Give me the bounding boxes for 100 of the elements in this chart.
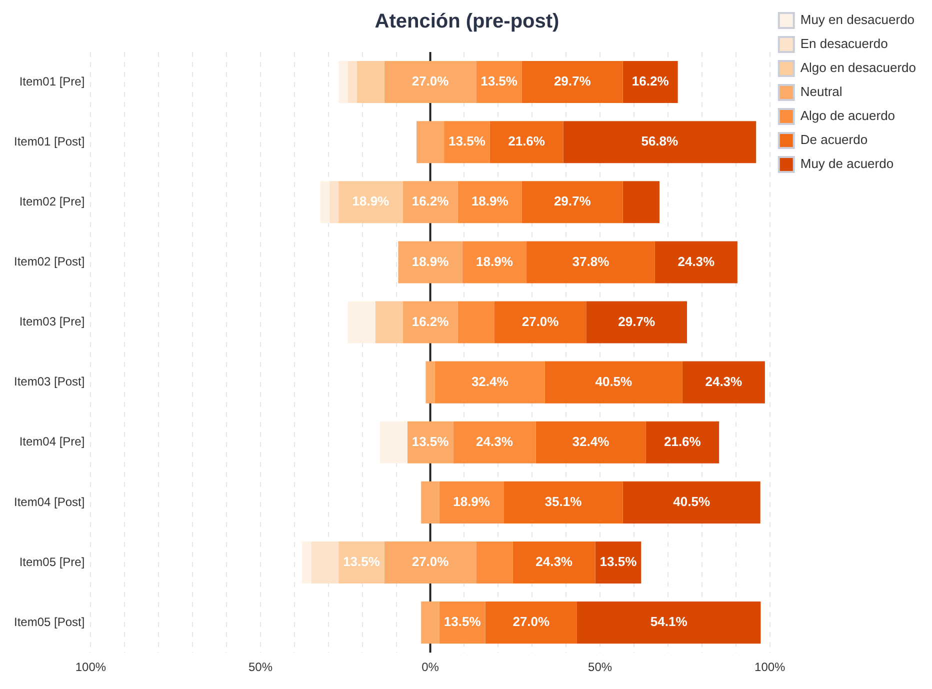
- bar: [348, 61, 357, 104]
- data-label: 18.9%: [453, 494, 490, 510]
- data-label: 13.5%: [600, 554, 638, 570]
- data-label: 13.5%: [480, 74, 518, 89]
- data-label: 27.0%: [512, 614, 550, 630]
- bar: [311, 541, 339, 584]
- bar: [476, 541, 513, 584]
- chart-title: Atención (pre-post): [374, 10, 560, 33]
- bar: [622, 481, 760, 524]
- data-label: 13.5%: [343, 554, 380, 570]
- y-tick-label: Item01 [Post]: [14, 134, 85, 148]
- bar: [622, 181, 660, 224]
- bar: [416, 121, 444, 164]
- data-label: 32.4%: [471, 374, 509, 389]
- bar: [544, 361, 682, 404]
- y-tick-label: Item05 [Post]: [14, 614, 85, 629]
- bar: [586, 301, 687, 344]
- bar: [476, 61, 522, 104]
- bar: [338, 181, 403, 224]
- data-label: 24.3%: [536, 554, 573, 570]
- bar: [398, 241, 462, 284]
- data-label: 21.6%: [664, 434, 702, 449]
- data-label: 18.9%: [476, 254, 514, 269]
- data-label: 54.1%: [650, 614, 688, 630]
- bar: [453, 421, 536, 464]
- data-label: 24.3%: [678, 254, 716, 269]
- data-label: 27.0%: [522, 314, 560, 329]
- bar: [595, 541, 642, 584]
- bar: [302, 541, 312, 584]
- data-label: 21.6%: [508, 134, 546, 149]
- data-label: 16.2%: [412, 314, 450, 329]
- x-tick-label: 0%: [422, 660, 440, 674]
- bar: [504, 481, 623, 524]
- bar: [458, 301, 494, 344]
- legend-label: Muy en desacuerdo: [800, 12, 915, 28]
- bar: [384, 541, 476, 584]
- bar: [563, 121, 756, 164]
- bar: [522, 181, 623, 224]
- data-label: 29.7%: [554, 194, 592, 209]
- bar: [439, 602, 486, 644]
- data-label: 24.3%: [476, 434, 514, 449]
- data-label: 13.5%: [444, 614, 482, 630]
- data-label: 29.7%: [618, 314, 656, 329]
- bar: [402, 301, 458, 344]
- data-label: 16.2%: [632, 74, 670, 89]
- bar: [522, 61, 623, 104]
- bar: [646, 421, 720, 464]
- bar: [458, 181, 522, 224]
- legend-label: Algo de acuerdo: [800, 108, 896, 124]
- bar: [329, 181, 339, 224]
- data-label: 40.5%: [595, 374, 633, 389]
- data-label: 37.8%: [572, 254, 610, 269]
- bar: [384, 61, 476, 104]
- data-label: 24.3%: [705, 374, 743, 389]
- y-tick-label: Item04 [Pre]: [19, 434, 85, 449]
- data-label: 13.5%: [448, 134, 486, 149]
- bar: [439, 481, 504, 524]
- data-label: 18.9%: [352, 194, 390, 209]
- data-label: 16.2%: [412, 194, 450, 209]
- bar: [380, 421, 408, 464]
- data-label: 29.7%: [554, 74, 592, 89]
- data-label: 27.0%: [412, 74, 450, 89]
- y-tick-label: Item02 [Post]: [14, 254, 85, 269]
- bar: [485, 602, 577, 644]
- bar: [622, 61, 678, 104]
- x-tick-label: 50%: [588, 660, 612, 674]
- bar: [402, 181, 458, 224]
- bar: [494, 301, 586, 344]
- bar: [682, 361, 765, 404]
- bar: [526, 241, 655, 284]
- y-tick-label: Item04 [Post]: [14, 494, 85, 509]
- bar: [338, 541, 384, 584]
- legend-label: De acuerdo: [800, 132, 868, 148]
- bar: [421, 602, 440, 644]
- x-tick-label: 50%: [248, 660, 273, 674]
- y-tick-label: Item03 [Pre]: [19, 314, 85, 329]
- bar: [348, 301, 376, 344]
- bar: [407, 421, 454, 464]
- data-label: 27.0%: [412, 554, 450, 570]
- data-label: 32.4%: [572, 434, 610, 449]
- y-tick-label: Item05 [Pre]: [19, 554, 85, 569]
- x-tick-label: 100%: [75, 660, 106, 674]
- legend-label: Neutral: [800, 84, 842, 100]
- bar: [338, 61, 348, 104]
- legend-label: Muy de acuerdo: [800, 156, 894, 172]
- y-tick-label: Item02 [Pre]: [19, 194, 85, 208]
- data-label: 35.1%: [544, 494, 582, 510]
- data-label: 56.8%: [641, 134, 679, 149]
- bar: [421, 481, 440, 524]
- bar: [320, 181, 330, 224]
- data-label: 40.5%: [673, 494, 710, 510]
- bar: [444, 121, 490, 164]
- legend-label: En desacuerdo: [800, 36, 888, 52]
- bar: [434, 361, 545, 404]
- bar: [512, 541, 596, 584]
- data-label: 18.9%: [471, 194, 509, 209]
- bar: [654, 241, 738, 284]
- data-label: 18.9%: [412, 254, 450, 269]
- bar: [490, 121, 564, 164]
- bar: [576, 602, 761, 644]
